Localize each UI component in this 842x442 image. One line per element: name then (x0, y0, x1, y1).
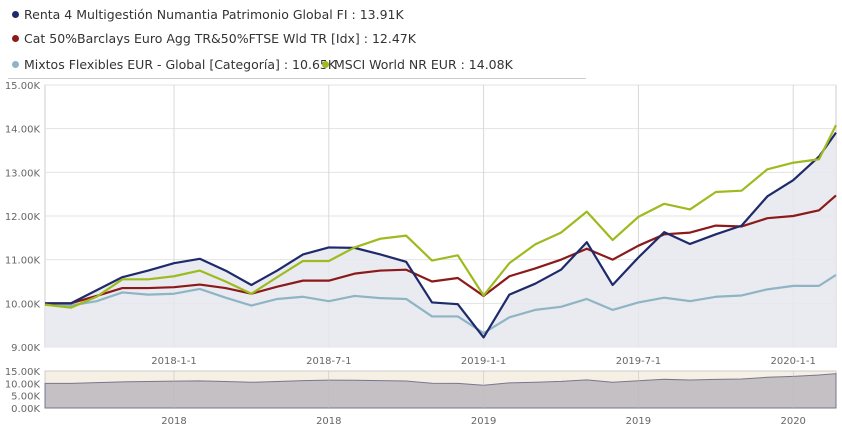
series-line-2[interactable] (44, 274, 837, 335)
y-tick-label: 12.00K (5, 212, 41, 223)
navigator-y-tick: 15.00K (5, 367, 41, 378)
legend-label: Mixtos Flexibles EUR - Global [Categoría… (24, 57, 337, 72)
navigator-x-tick: 2019 (626, 416, 651, 427)
x-tick-label: 2019-1-1 (461, 356, 506, 367)
y-tick-label: 9.00K (11, 343, 40, 354)
x-tick-label: 2020-1-1 (771, 356, 816, 367)
legend-dot-icon (322, 61, 329, 68)
navigator-x-tick: 2019 (471, 416, 496, 427)
x-tick-label: 2018-7-1 (306, 356, 351, 367)
navigator-x-tick: 2018 (161, 416, 186, 427)
legend-label: Renta 4 Multigestión Numantia Patrimonio… (24, 7, 404, 22)
y-tick-label: 13.00K (5, 168, 41, 179)
navigator-y-tick: 10.00K (5, 379, 41, 390)
navigator-x-tick: 2020 (780, 416, 805, 427)
y-tick-label: 14.00K (5, 125, 41, 136)
legend-item-renta4[interactable]: Renta 4 Multigestión Numantia Patrimonio… (12, 7, 404, 22)
legend: Renta 4 Multigestión Numantia Patrimonio… (8, 0, 586, 79)
legend-item-msci[interactable]: MSCI World NR EUR : 14.08K (322, 57, 513, 72)
legend-item-cat[interactable]: Cat 50%Barclays Euro Agg TR&50%FTSE Wld … (12, 31, 416, 46)
legend-label: MSCI World NR EUR : 14.08K (334, 57, 513, 72)
series-line-3[interactable] (44, 124, 837, 309)
legend-dot-icon (12, 61, 19, 68)
legend-item-mixtos[interactable]: Mixtos Flexibles EUR - Global [Categoría… (12, 57, 336, 72)
series-line-1[interactable] (45, 194, 837, 305)
x-tick-label: 2019-7-1 (616, 356, 661, 367)
legend-dot-icon (12, 11, 19, 18)
y-tick-label: 11.00K (5, 256, 41, 267)
navigator-y-tick: 0.00K (11, 404, 40, 415)
series-area (45, 132, 836, 347)
navigator-y-tick: 5.00K (11, 392, 40, 403)
y-tick-label: 15.00K (5, 81, 41, 92)
navigator-x-tick: 2018 (316, 416, 341, 427)
legend-label: Cat 50%Barclays Euro Agg TR&50%FTSE Wld … (24, 31, 416, 46)
legend-dot-icon (12, 35, 19, 42)
series-line-0[interactable] (45, 131, 837, 339)
x-tick-label: 2018-1-1 (151, 356, 196, 367)
y-tick-label: 10.00K (5, 299, 41, 310)
